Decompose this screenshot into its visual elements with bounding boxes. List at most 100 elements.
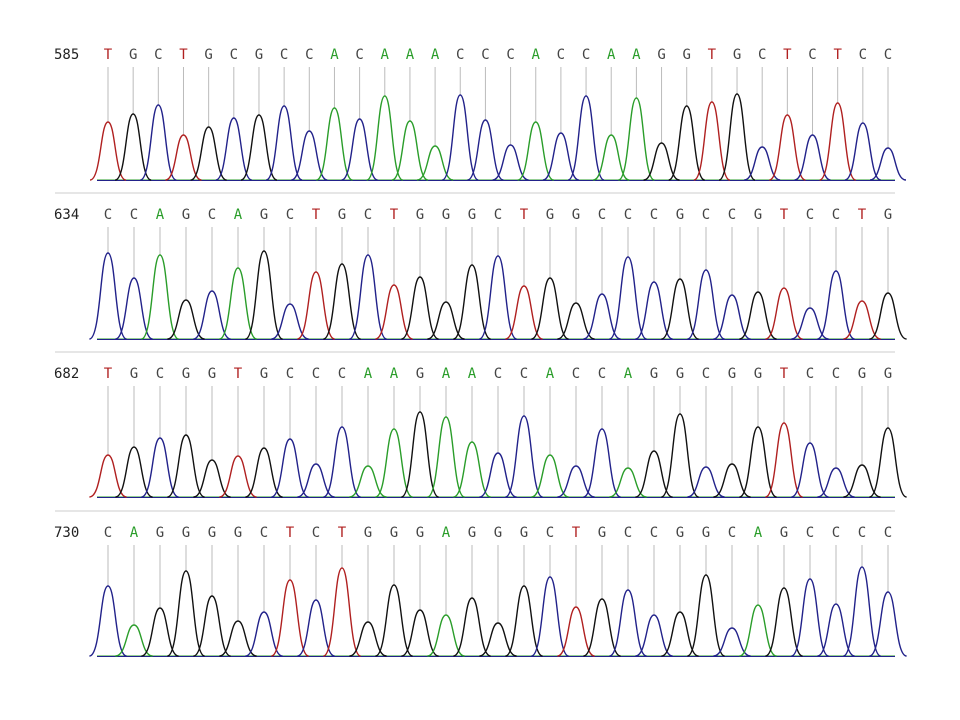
base-call: G [598, 525, 606, 541]
peak [693, 101, 731, 181]
peak [791, 307, 829, 340]
peak [245, 250, 283, 340]
base-call: C [702, 366, 710, 382]
base-call: C [598, 207, 606, 223]
base-call: T [286, 525, 295, 541]
base-call: T [572, 525, 581, 541]
peak [89, 454, 127, 498]
base-call: G [754, 207, 762, 223]
peak [479, 452, 517, 498]
base-call: G [884, 207, 892, 223]
peak [791, 442, 829, 498]
base-call: C [624, 525, 632, 541]
base-call: G [442, 207, 450, 223]
base-call: G [676, 525, 684, 541]
base-call: G [676, 207, 684, 223]
base-call: C [280, 47, 288, 63]
base-call: C [494, 207, 502, 223]
peak [661, 611, 699, 657]
base-call: C [520, 366, 528, 382]
base-call: G [728, 366, 736, 382]
base-call: G [182, 207, 190, 223]
base-call: T [783, 47, 792, 63]
peak [165, 134, 202, 181]
base-call: G [520, 525, 528, 541]
peak [869, 427, 907, 498]
peak [687, 269, 725, 340]
peak [479, 255, 517, 340]
base-call: T [520, 207, 529, 223]
position-label: 682 [54, 366, 79, 382]
peak [817, 270, 855, 340]
base-call: G [754, 366, 762, 382]
base-call: C [650, 207, 658, 223]
base-call: C [364, 207, 372, 223]
peak [219, 267, 257, 340]
base-call: G [468, 525, 476, 541]
peak [89, 121, 127, 181]
base-call: T [234, 366, 243, 382]
peak [375, 428, 413, 498]
base-call: C [808, 47, 816, 63]
peak [661, 413, 699, 498]
base-call: G [468, 207, 476, 223]
peak [401, 276, 439, 340]
base-call: C [305, 47, 313, 63]
peak [817, 603, 855, 657]
peak [505, 415, 543, 498]
peak [635, 450, 673, 498]
peak [609, 467, 647, 498]
peak [557, 302, 595, 340]
base-call: C [832, 207, 840, 223]
base-call: C [230, 47, 238, 63]
base-call: C [598, 366, 606, 382]
peak [167, 299, 205, 340]
peak [271, 579, 309, 657]
base-call: T [104, 366, 113, 382]
peak [713, 627, 751, 657]
peak [479, 622, 517, 657]
peak [193, 595, 231, 657]
peak [739, 426, 777, 498]
peak [567, 95, 605, 181]
peak [193, 290, 231, 340]
base-call: G [156, 525, 164, 541]
peak [769, 114, 806, 181]
base-call: C [884, 47, 892, 63]
position-label: 585 [54, 47, 79, 63]
base-call: A [330, 47, 339, 63]
peak [401, 411, 439, 498]
peak [687, 574, 725, 657]
peak [843, 566, 881, 657]
peak [557, 465, 595, 498]
peak [492, 144, 529, 181]
base-call: G [416, 525, 424, 541]
peak [583, 293, 621, 340]
base-call: C [806, 366, 814, 382]
peak [375, 584, 413, 657]
base-call: T [179, 47, 188, 63]
base-call: C [154, 47, 162, 63]
peak [869, 292, 907, 340]
peak [89, 252, 127, 340]
base-call: G [676, 366, 684, 382]
peak [245, 447, 283, 498]
peak [791, 578, 829, 657]
peak [240, 114, 278, 181]
base-call: G [260, 366, 268, 382]
peak [167, 570, 205, 657]
peak [349, 621, 387, 657]
base-call: G [884, 366, 892, 382]
peak [141, 437, 179, 498]
base-call: C [355, 47, 363, 63]
base-call: A [442, 366, 451, 382]
peak [167, 434, 205, 498]
base-call: G [572, 207, 580, 223]
base-call: C [312, 525, 320, 541]
base-call: G [733, 47, 741, 63]
base-call: A [468, 366, 477, 382]
peak [843, 464, 881, 498]
peak [869, 147, 907, 181]
base-call: C [104, 207, 112, 223]
peak [713, 294, 751, 340]
